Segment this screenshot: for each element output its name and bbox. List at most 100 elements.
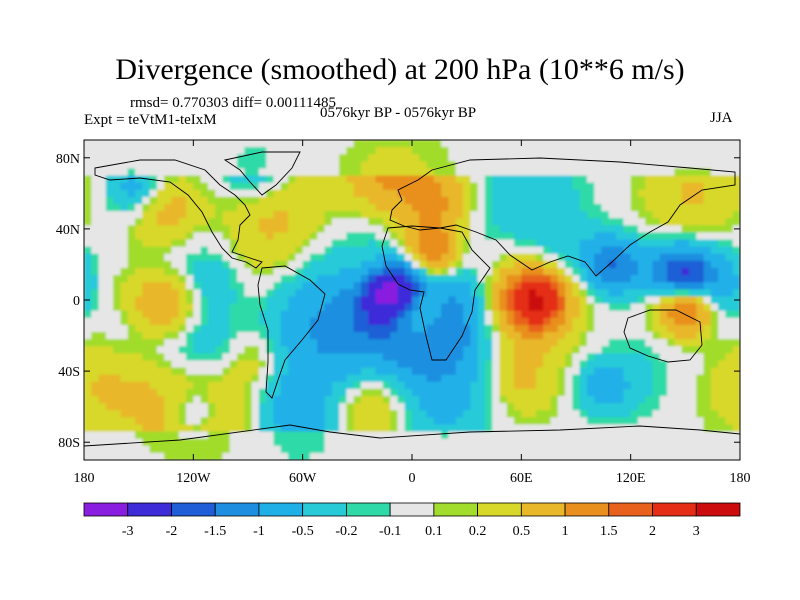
field-cell — [317, 147, 325, 155]
field-cell — [419, 268, 427, 276]
field-cell — [448, 417, 457, 425]
field-cell — [368, 204, 376, 212]
field-cell — [353, 289, 362, 297]
field-cell — [346, 317, 355, 326]
field-cell — [98, 232, 107, 240]
field-cell — [412, 367, 420, 376]
field-cell — [557, 332, 566, 340]
field-cell — [98, 452, 107, 460]
field-cell — [324, 452, 333, 460]
field-cell — [390, 296, 398, 304]
field-cell — [484, 253, 493, 262]
field-cell — [375, 317, 384, 326]
field-cell — [637, 232, 646, 240]
field-cell — [193, 289, 202, 297]
field-cell — [390, 417, 398, 425]
field-cell — [463, 431, 471, 440]
field-cell — [506, 317, 515, 326]
colorbar-swatch — [389, 502, 435, 517]
field-cell — [616, 289, 624, 297]
field-cell — [295, 367, 304, 376]
field-cell — [375, 239, 384, 248]
field-cell — [339, 445, 347, 454]
field-cell — [91, 374, 99, 383]
field-cell — [492, 403, 500, 411]
field-cell — [251, 218, 260, 226]
field-cell — [586, 246, 595, 255]
field-cell — [120, 324, 129, 333]
field-cell — [703, 367, 712, 376]
field-cell — [149, 239, 158, 248]
field-cell — [725, 353, 734, 361]
field-cell — [725, 211, 734, 219]
field-cell — [244, 232, 253, 240]
field-cell — [674, 296, 683, 304]
field-cell — [360, 403, 369, 411]
field-cell — [506, 161, 515, 169]
field-cell — [368, 218, 376, 226]
field-cell — [710, 275, 719, 283]
field-cell — [543, 303, 551, 312]
field-cell — [565, 410, 573, 418]
field-cell — [266, 438, 274, 447]
field-cell — [594, 140, 602, 148]
field-cell — [251, 275, 260, 283]
field-cell — [222, 417, 231, 425]
field-cell — [725, 317, 734, 326]
field-cell — [659, 339, 668, 347]
field-cell — [346, 239, 355, 248]
field-cell — [149, 147, 158, 155]
field-cell — [375, 445, 384, 454]
field-cell — [499, 374, 508, 383]
field-cell — [193, 211, 202, 219]
field-cell — [652, 289, 661, 297]
field-cell — [645, 147, 653, 155]
field-cell — [149, 196, 158, 205]
field-cell — [579, 410, 588, 418]
field-cell — [565, 168, 573, 176]
field-cell — [237, 324, 245, 333]
field-cell — [302, 403, 311, 411]
field-cell — [280, 140, 289, 148]
field-cell — [565, 296, 573, 304]
field-cell — [207, 147, 216, 155]
field-cell — [251, 161, 260, 169]
field-cell — [207, 246, 216, 255]
field-cell — [273, 168, 282, 176]
field-cell — [718, 239, 726, 248]
field-cell — [601, 346, 610, 354]
field-cell — [667, 211, 675, 219]
field-cell — [514, 275, 522, 283]
field-cell — [725, 147, 734, 155]
field-cell — [557, 324, 566, 333]
field-cell — [477, 161, 486, 169]
field-cell — [178, 310, 187, 319]
field-cell — [244, 168, 253, 176]
field-cell — [98, 218, 107, 226]
field-cell — [710, 218, 719, 226]
field-cell — [375, 310, 384, 319]
field-cell — [244, 353, 253, 361]
field-cell — [353, 260, 362, 269]
field-cell — [390, 246, 398, 255]
field-cell — [324, 360, 333, 368]
field-cell — [302, 189, 311, 198]
field-cell — [178, 388, 187, 397]
field-cell — [105, 282, 114, 290]
field-cell — [164, 275, 172, 283]
field-cell — [251, 204, 260, 212]
field-cell — [492, 232, 500, 240]
field-cell — [579, 381, 588, 390]
field-cell — [725, 296, 734, 304]
field-cell — [346, 346, 355, 354]
field-cell — [659, 417, 668, 425]
field-cell — [164, 374, 172, 383]
field-cell — [557, 182, 566, 191]
field-cell — [375, 218, 384, 226]
field-cell — [572, 289, 581, 297]
field-cell — [565, 260, 573, 269]
field-cell — [550, 417, 559, 425]
field-cell — [339, 339, 347, 347]
field-cell — [368, 431, 376, 440]
field-cell — [426, 268, 435, 276]
